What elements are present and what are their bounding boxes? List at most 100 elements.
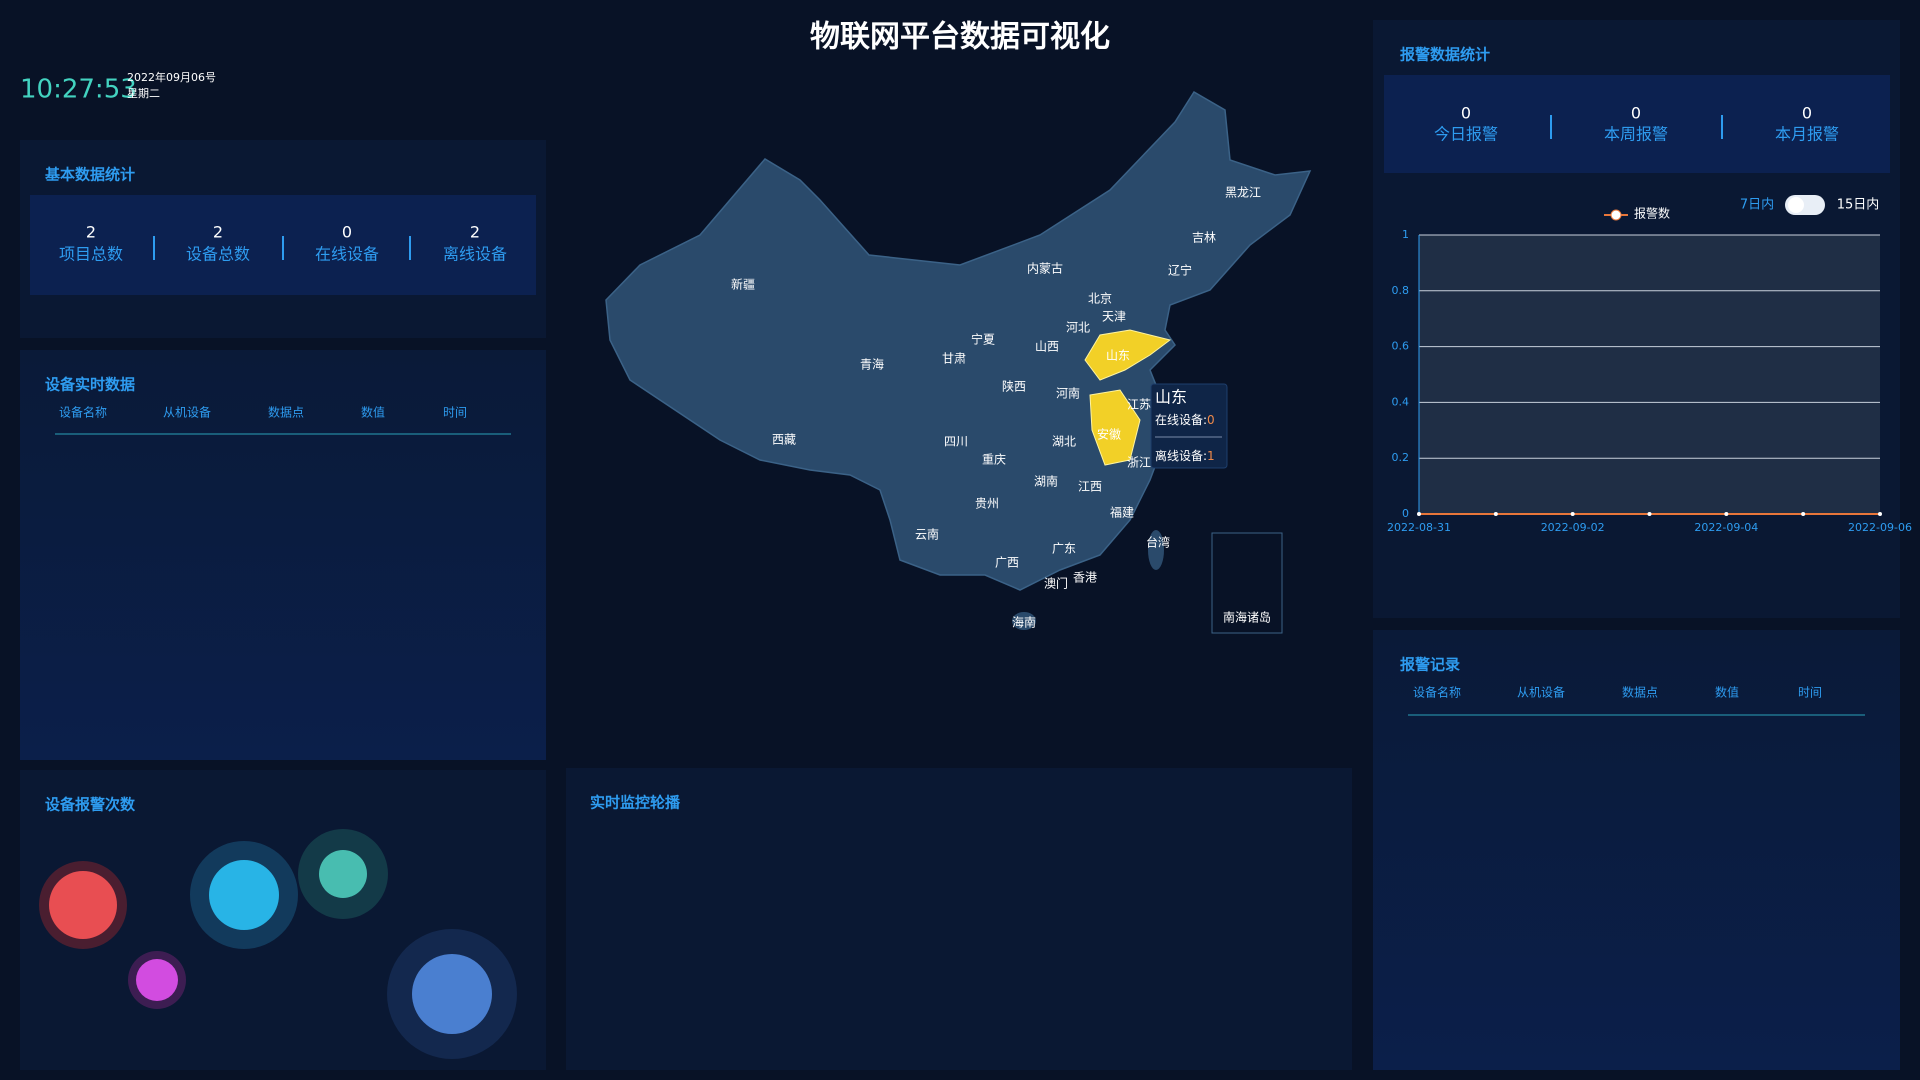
tooltip-label: 在线设备:0	[1155, 413, 1215, 427]
panel-title: 报警记录	[1400, 656, 1460, 674]
legend-label: 报警数	[1634, 206, 1670, 221]
province-label: 湖北	[1052, 434, 1076, 449]
province-label: 山东	[1106, 349, 1130, 363]
column-header: 数据点	[1622, 685, 1658, 700]
province-label: 广东	[1052, 542, 1076, 556]
province-label: 吉林	[1192, 231, 1216, 245]
province-label: 广西	[995, 556, 1019, 570]
bubble	[136, 959, 178, 1001]
province-highlight	[1089, 389, 1141, 466]
x-tick-label: 2022-08-31	[1387, 521, 1451, 534]
island	[1148, 530, 1164, 570]
bubble	[209, 860, 279, 930]
province-label: 内蒙古	[1027, 261, 1063, 276]
clock-time: 10:27:53	[20, 75, 137, 105]
province-label: 江苏	[1127, 398, 1151, 412]
province-label: 湖南	[1034, 474, 1058, 489]
province-label: 甘肃	[942, 352, 966, 366]
province-label: 青海	[860, 357, 884, 372]
province-label: 海南	[1012, 615, 1036, 630]
island	[1012, 612, 1036, 630]
tooltip-label: 离线设备:	[1155, 448, 1207, 463]
data-point	[1724, 512, 1729, 516]
province-label: 浙江	[1127, 456, 1151, 470]
stat-label: 离线设备	[443, 245, 507, 264]
toggle-label[interactable]: 15日内	[1837, 197, 1880, 213]
province-label: 北京	[1088, 292, 1112, 306]
column-header: 从机设备	[1517, 686, 1565, 700]
province-label: 香港	[1073, 571, 1097, 585]
province-label: 江西	[1078, 480, 1102, 494]
panel-title: 基本数据统计	[44, 166, 135, 184]
toggle-label[interactable]: 7日内	[1740, 197, 1774, 213]
china-outline	[605, 90, 1312, 591]
province-label: 河北	[1066, 321, 1090, 335]
province-label: 福建	[1110, 505, 1134, 520]
clock-weekday: 星期二	[127, 87, 160, 100]
province-label: 宁夏	[971, 332, 995, 347]
column-header: 设备名称	[1413, 685, 1461, 700]
tooltip-box	[1150, 383, 1228, 469]
bubble	[412, 954, 492, 1034]
line-chart: 0 0.2 0.4 0.6 0.8 1 2022-08-31 2022-09-02 2022-0…	[1387, 206, 1912, 535]
panel-title: 实时监控轮播	[590, 794, 681, 812]
legend-marker	[1610, 209, 1622, 221]
panel	[566, 768, 1352, 1070]
bubble	[49, 871, 117, 939]
province-highlight	[1084, 329, 1172, 381]
panel-title: 报警数据统计	[1400, 46, 1490, 64]
tooltip-value: 1	[1207, 449, 1215, 463]
bubble	[319, 850, 367, 898]
stat-label: 今日报警	[1434, 125, 1498, 144]
stat-value: 2	[470, 223, 480, 242]
column-header: 时间	[1798, 686, 1822, 700]
bubbles	[39, 829, 517, 1059]
panel-title: 设备实时数据	[45, 376, 135, 394]
province-label: 台湾	[1146, 535, 1170, 550]
province-label: 澳门	[1044, 576, 1068, 591]
tooltip-title: 山东	[1155, 388, 1187, 407]
stat-label: 本月报警	[1775, 125, 1839, 144]
stat-value: 0	[1631, 104, 1641, 123]
tooltip-label: 离线设备:1	[1155, 448, 1215, 463]
data-point	[1647, 512, 1652, 516]
data-point	[1417, 512, 1421, 516]
stat-value: 0	[342, 223, 352, 242]
province-label: 四川	[944, 435, 968, 449]
column-header: 设备名称	[59, 405, 107, 420]
plot-area	[1419, 235, 1880, 514]
stat-value: 0	[1802, 104, 1812, 123]
page-title: 物联网平台数据可视化	[810, 20, 1110, 55]
x-tick-label: 2022-09-06	[1848, 521, 1912, 534]
y-tick-label: 1	[1402, 228, 1409, 241]
province-label: 黑龙江	[1225, 186, 1261, 200]
panel	[20, 350, 546, 760]
province-label: 新疆	[731, 277, 755, 292]
stat-value: 2	[86, 223, 96, 242]
province-label: 辽宁	[1168, 263, 1192, 278]
data-point	[1801, 512, 1806, 516]
y-tick-label: 0.8	[1392, 284, 1410, 297]
clock-date: 2022年09月06号	[127, 70, 216, 84]
province-label: 安徽	[1097, 427, 1121, 442]
column-header: 从机设备	[163, 406, 211, 420]
x-tick-label: 2022-09-04	[1694, 521, 1758, 534]
stat-label: 设备总数	[186, 245, 250, 264]
data-point	[1878, 512, 1882, 516]
province-label: 山西	[1035, 340, 1059, 354]
column-header: 数值	[1715, 685, 1739, 700]
tooltip-value: 0	[1207, 413, 1215, 427]
province-label: 西藏	[772, 433, 796, 447]
toggle-knob	[1788, 197, 1804, 213]
column-header: 时间	[443, 406, 467, 420]
column-header: 数据点	[268, 405, 304, 420]
y-tick-label: 0	[1402, 507, 1409, 520]
stat-value: 0	[1461, 104, 1471, 123]
y-tick-label: 0.4	[1392, 395, 1410, 408]
data-point	[1570, 512, 1575, 516]
inset-box	[1211, 532, 1283, 634]
map-tooltip: 山东 在线设备:0 离线设备:1	[1150, 383, 1228, 469]
